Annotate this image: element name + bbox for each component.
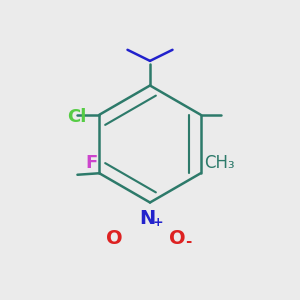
- Text: -: -: [185, 234, 192, 249]
- Text: +: +: [153, 215, 164, 229]
- Text: F: F: [85, 154, 98, 172]
- Text: O: O: [106, 229, 122, 248]
- Text: O: O: [169, 229, 185, 248]
- Text: CH₃: CH₃: [204, 154, 234, 172]
- Text: Cl: Cl: [67, 108, 86, 126]
- Text: N: N: [140, 209, 156, 229]
